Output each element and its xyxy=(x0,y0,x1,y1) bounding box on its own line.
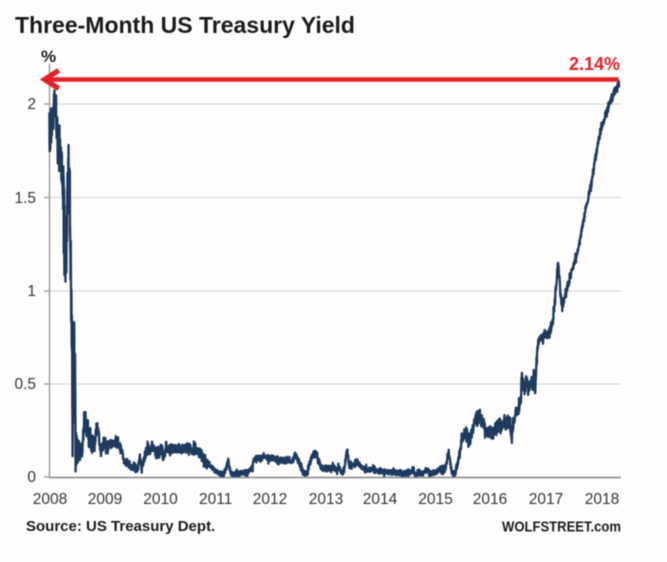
svg-text:Source: US Treasury Dept.: Source: US Treasury Dept. xyxy=(26,518,215,535)
svg-text:2008: 2008 xyxy=(33,491,67,508)
svg-text:2013: 2013 xyxy=(309,491,343,508)
svg-text:2018: 2018 xyxy=(585,491,619,508)
svg-text:2011: 2011 xyxy=(199,491,232,508)
svg-text:1: 1 xyxy=(27,283,36,300)
svg-text:1.5: 1.5 xyxy=(14,190,36,207)
svg-text:0: 0 xyxy=(27,469,36,486)
svg-text:2014: 2014 xyxy=(363,491,398,508)
svg-text:WOLFSTREET.com: WOLFSTREET.com xyxy=(502,519,621,536)
svg-text:2010: 2010 xyxy=(143,491,178,508)
svg-text:2: 2 xyxy=(27,96,36,113)
svg-text:2017: 2017 xyxy=(529,491,563,508)
svg-text:2016: 2016 xyxy=(473,491,507,508)
svg-text:Three-Month US Treasury Yield: Three-Month US Treasury Yield xyxy=(15,12,355,38)
svg-text:%: % xyxy=(41,47,56,66)
svg-text:2015: 2015 xyxy=(418,491,452,508)
svg-text:2012: 2012 xyxy=(253,491,287,508)
svg-text:2009: 2009 xyxy=(88,491,122,508)
svg-text:0.5: 0.5 xyxy=(14,376,36,393)
svg-text:2.14%: 2.14% xyxy=(569,54,620,74)
